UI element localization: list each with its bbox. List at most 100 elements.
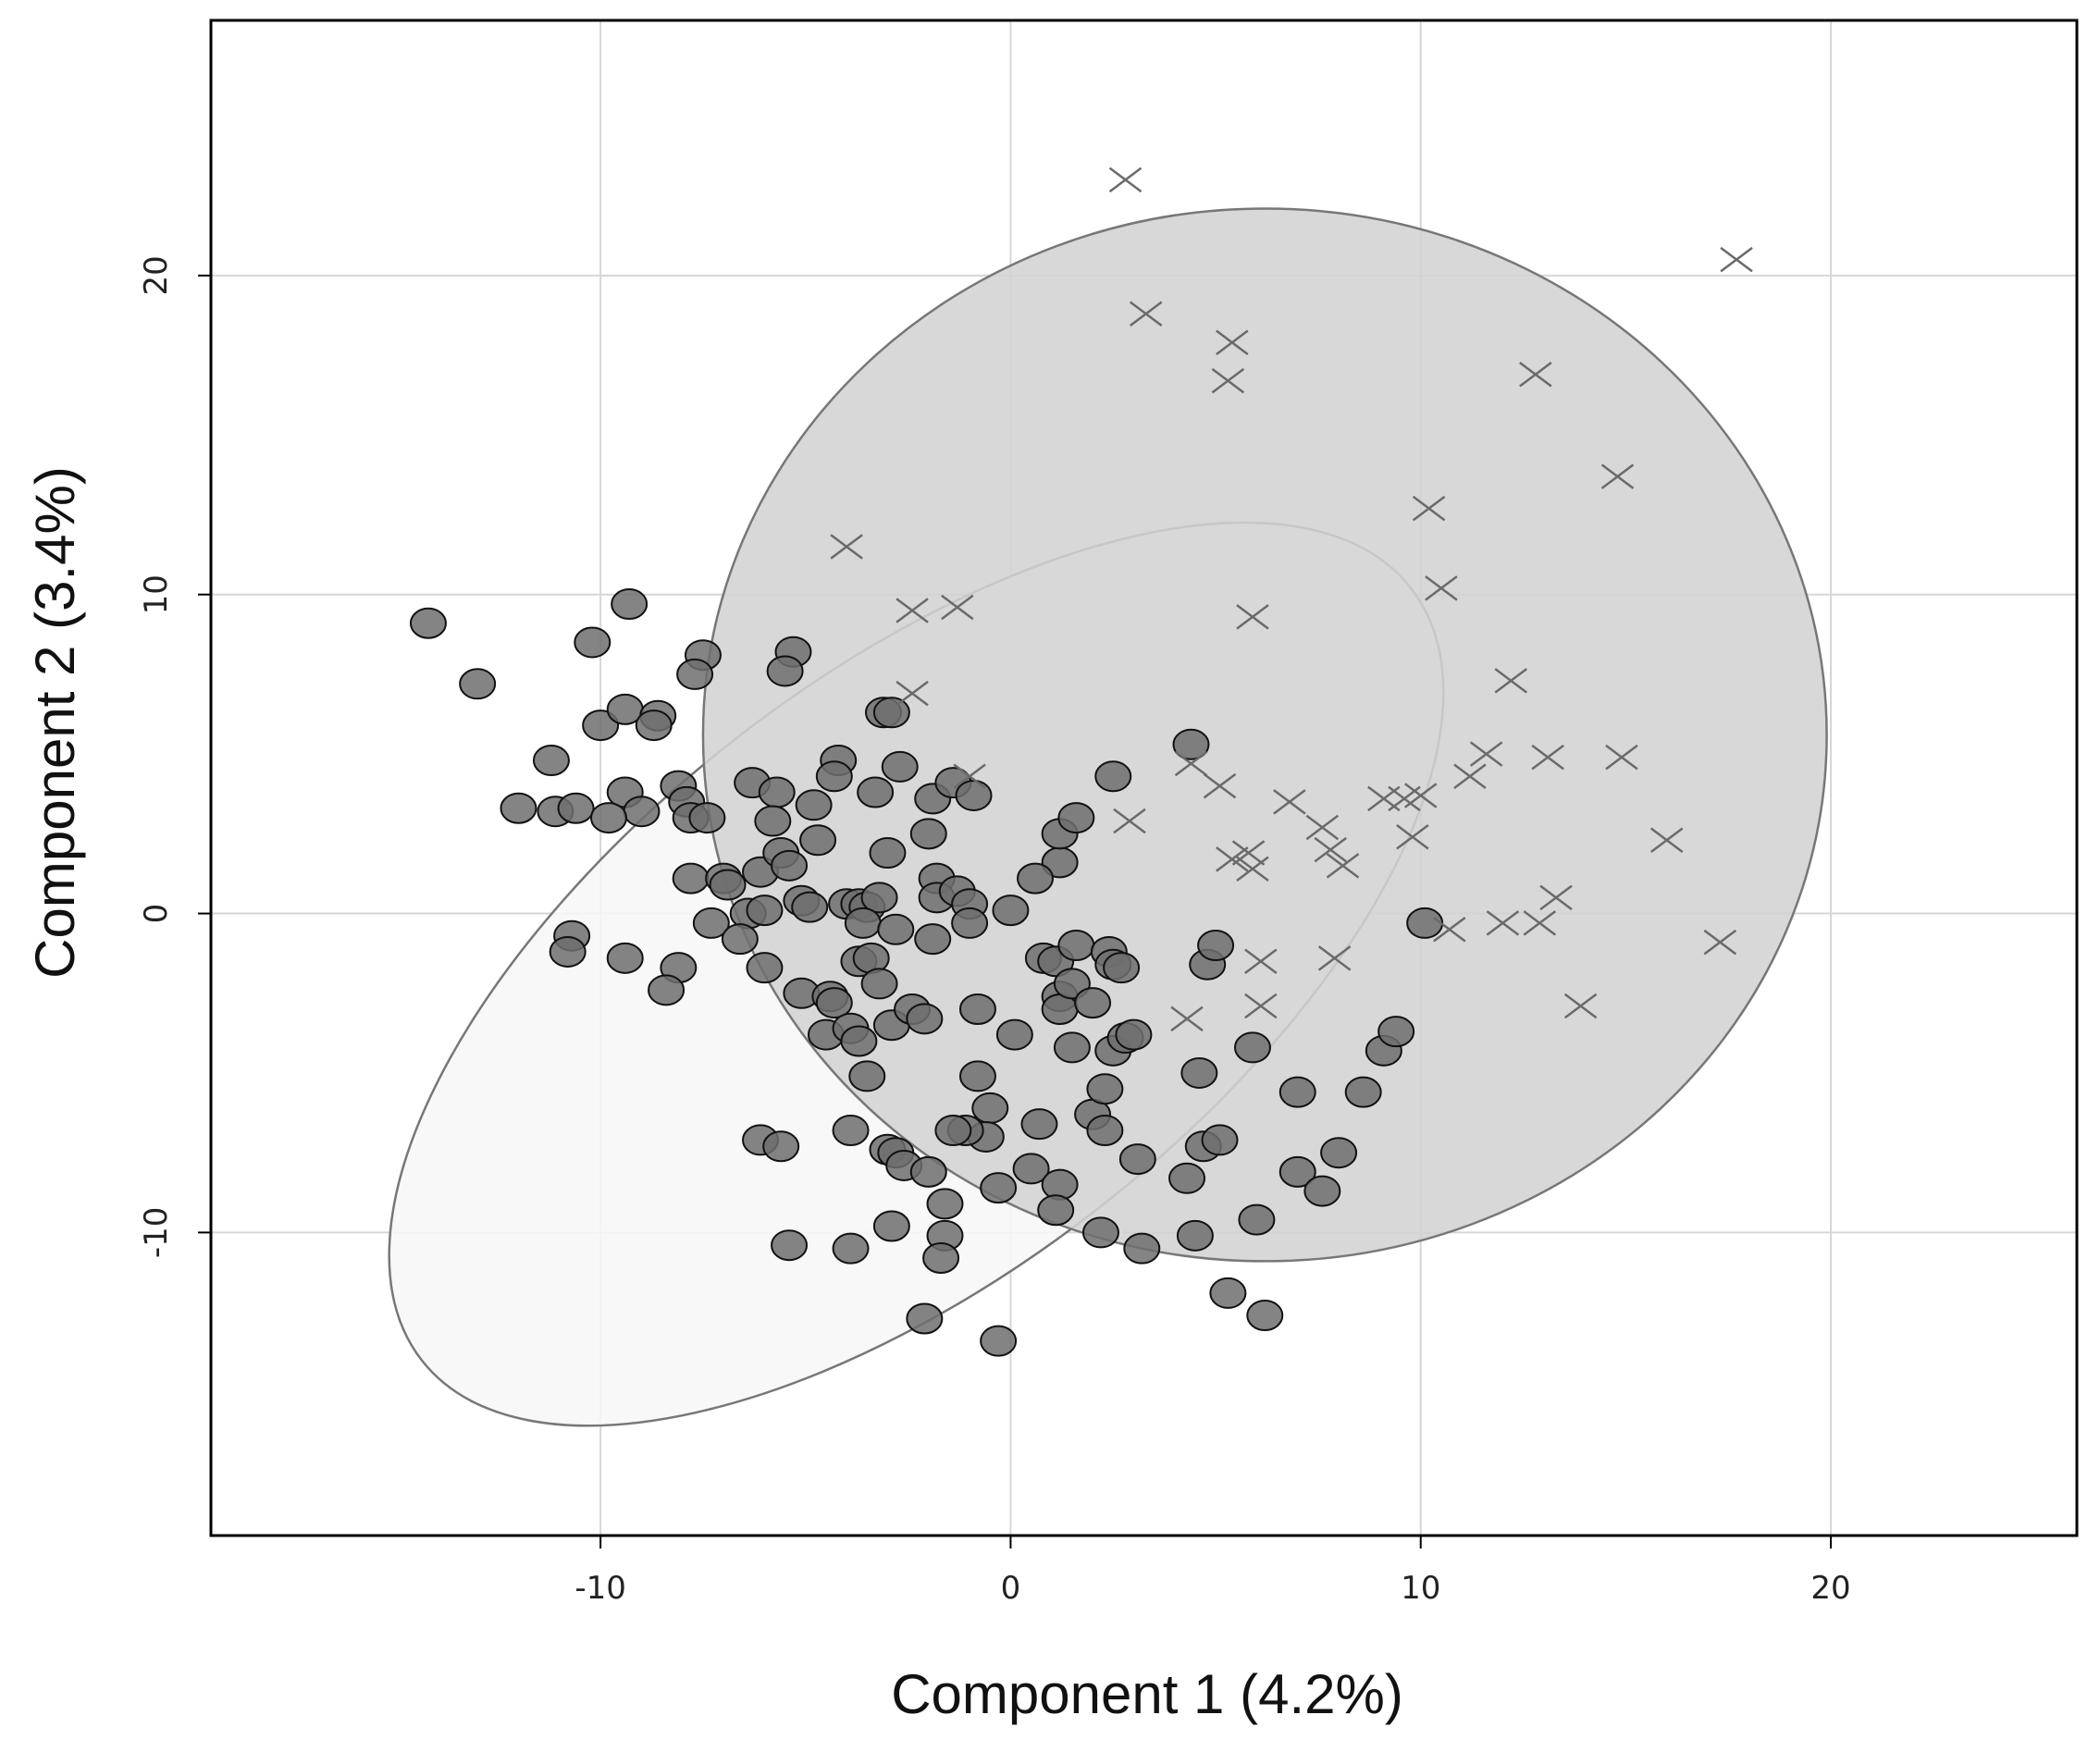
- circle-point: [1094, 760, 1132, 793]
- cross-point: [1494, 668, 1527, 694]
- cross-point: [953, 763, 986, 790]
- circle-point: [872, 1210, 910, 1242]
- cross-point: [896, 680, 929, 707]
- cross-point: [1720, 246, 1753, 273]
- circle-point: [589, 802, 627, 834]
- cross-point: [1314, 836, 1347, 863]
- circle-point: [1020, 1108, 1058, 1141]
- y-tick-label: -10: [138, 1207, 175, 1259]
- circle-point: [815, 987, 853, 1019]
- cross-point: [1486, 910, 1520, 936]
- circle-point: [623, 796, 661, 828]
- cross-point: [1108, 167, 1143, 193]
- cross-point: [1113, 808, 1146, 834]
- circle-point: [934, 1115, 972, 1147]
- y-tick-label: 20: [138, 255, 175, 295]
- circle-point: [860, 882, 898, 914]
- circle-point: [1201, 1124, 1239, 1156]
- cross-point: [896, 598, 929, 623]
- circle-point: [881, 750, 919, 783]
- cross-point: [1231, 840, 1266, 866]
- cross-point: [1170, 1006, 1204, 1032]
- y-axis-title: Component 2 (3.4%): [24, 466, 86, 979]
- circle-point: [914, 923, 952, 956]
- x-tick-label: 10: [1401, 1570, 1440, 1607]
- cross-point: [1211, 367, 1245, 394]
- plot-frame: [209, 19, 2079, 1537]
- circle-point: [832, 1232, 870, 1265]
- circle-point: [532, 745, 570, 777]
- circle-point: [958, 993, 996, 1026]
- circle-point: [582, 709, 620, 742]
- cross-point: [1326, 853, 1360, 879]
- circle-point: [922, 1241, 960, 1274]
- circle-point: [958, 1060, 996, 1092]
- circle-point: [1279, 1155, 1316, 1188]
- cross-point: [1523, 910, 1557, 936]
- circle-point: [500, 792, 537, 824]
- circle-point: [672, 862, 710, 895]
- circle-point: [746, 952, 784, 984]
- circle-point: [1279, 1076, 1316, 1108]
- circle-point: [832, 1115, 870, 1147]
- cross-point: [1649, 827, 1684, 853]
- cross-point: [1539, 884, 1573, 911]
- circle-point: [906, 1302, 944, 1335]
- circle-point: [1103, 952, 1141, 984]
- circle-point: [906, 1003, 944, 1035]
- circle-point: [1057, 802, 1095, 834]
- cross-point: [1453, 763, 1487, 790]
- cross-point: [1469, 741, 1503, 767]
- circle-point: [869, 837, 907, 870]
- circle-point: [1377, 1016, 1415, 1048]
- cross-point: [1600, 463, 1635, 489]
- circle-point: [815, 760, 853, 793]
- circle-point: [1180, 1056, 1218, 1089]
- cross-point: [1216, 329, 1249, 356]
- cross-point: [1563, 993, 1598, 1019]
- cross-point: [1174, 750, 1208, 777]
- circle-point: [1037, 1194, 1075, 1227]
- circle-point: [754, 805, 792, 837]
- x-tick-label: 0: [1001, 1570, 1021, 1607]
- circle-point: [1086, 1073, 1124, 1105]
- circle-point: [1197, 930, 1235, 962]
- circle-point: [840, 1025, 878, 1057]
- circle-point: [980, 1325, 1018, 1357]
- circle-point: [857, 776, 895, 808]
- cross-point: [1412, 495, 1446, 522]
- cross-point: [1203, 772, 1237, 799]
- cross-point: [1433, 917, 1466, 943]
- circle-point: [648, 974, 686, 1006]
- circle-point: [860, 968, 898, 1000]
- circle-point: [721, 923, 759, 956]
- circle-point: [795, 789, 833, 821]
- circle-point: [606, 942, 644, 974]
- circle-point: [1012, 1153, 1050, 1185]
- circle-point: [762, 1130, 800, 1163]
- circle-point: [409, 607, 447, 639]
- circle-point: [1209, 1277, 1247, 1309]
- circle-point: [1017, 862, 1055, 895]
- circle-point: [1406, 907, 1444, 939]
- circle-point: [557, 792, 595, 824]
- circle-point: [1086, 1115, 1124, 1147]
- circle-point: [746, 895, 784, 927]
- cross-point: [941, 594, 974, 621]
- cross-point: [1244, 993, 1278, 1019]
- circle-point: [1057, 930, 1095, 962]
- x-tick-label: -10: [574, 1570, 626, 1607]
- circle-point: [995, 1018, 1033, 1051]
- circle-point: [635, 709, 673, 742]
- cross-point: [1425, 575, 1458, 601]
- circle-point: [799, 824, 837, 857]
- circle-point: [1303, 1175, 1341, 1207]
- circle-point: [971, 1092, 1009, 1124]
- cross-point: [1305, 814, 1340, 841]
- y-tick-label: 0: [138, 904, 175, 924]
- ellipse-cross-group: [701, 207, 1828, 1263]
- axis-ticks: -10 0 10 20 -10 0 10 20: [138, 255, 1851, 1607]
- circle-point: [771, 1229, 809, 1262]
- x-tick-label: 20: [1810, 1570, 1850, 1607]
